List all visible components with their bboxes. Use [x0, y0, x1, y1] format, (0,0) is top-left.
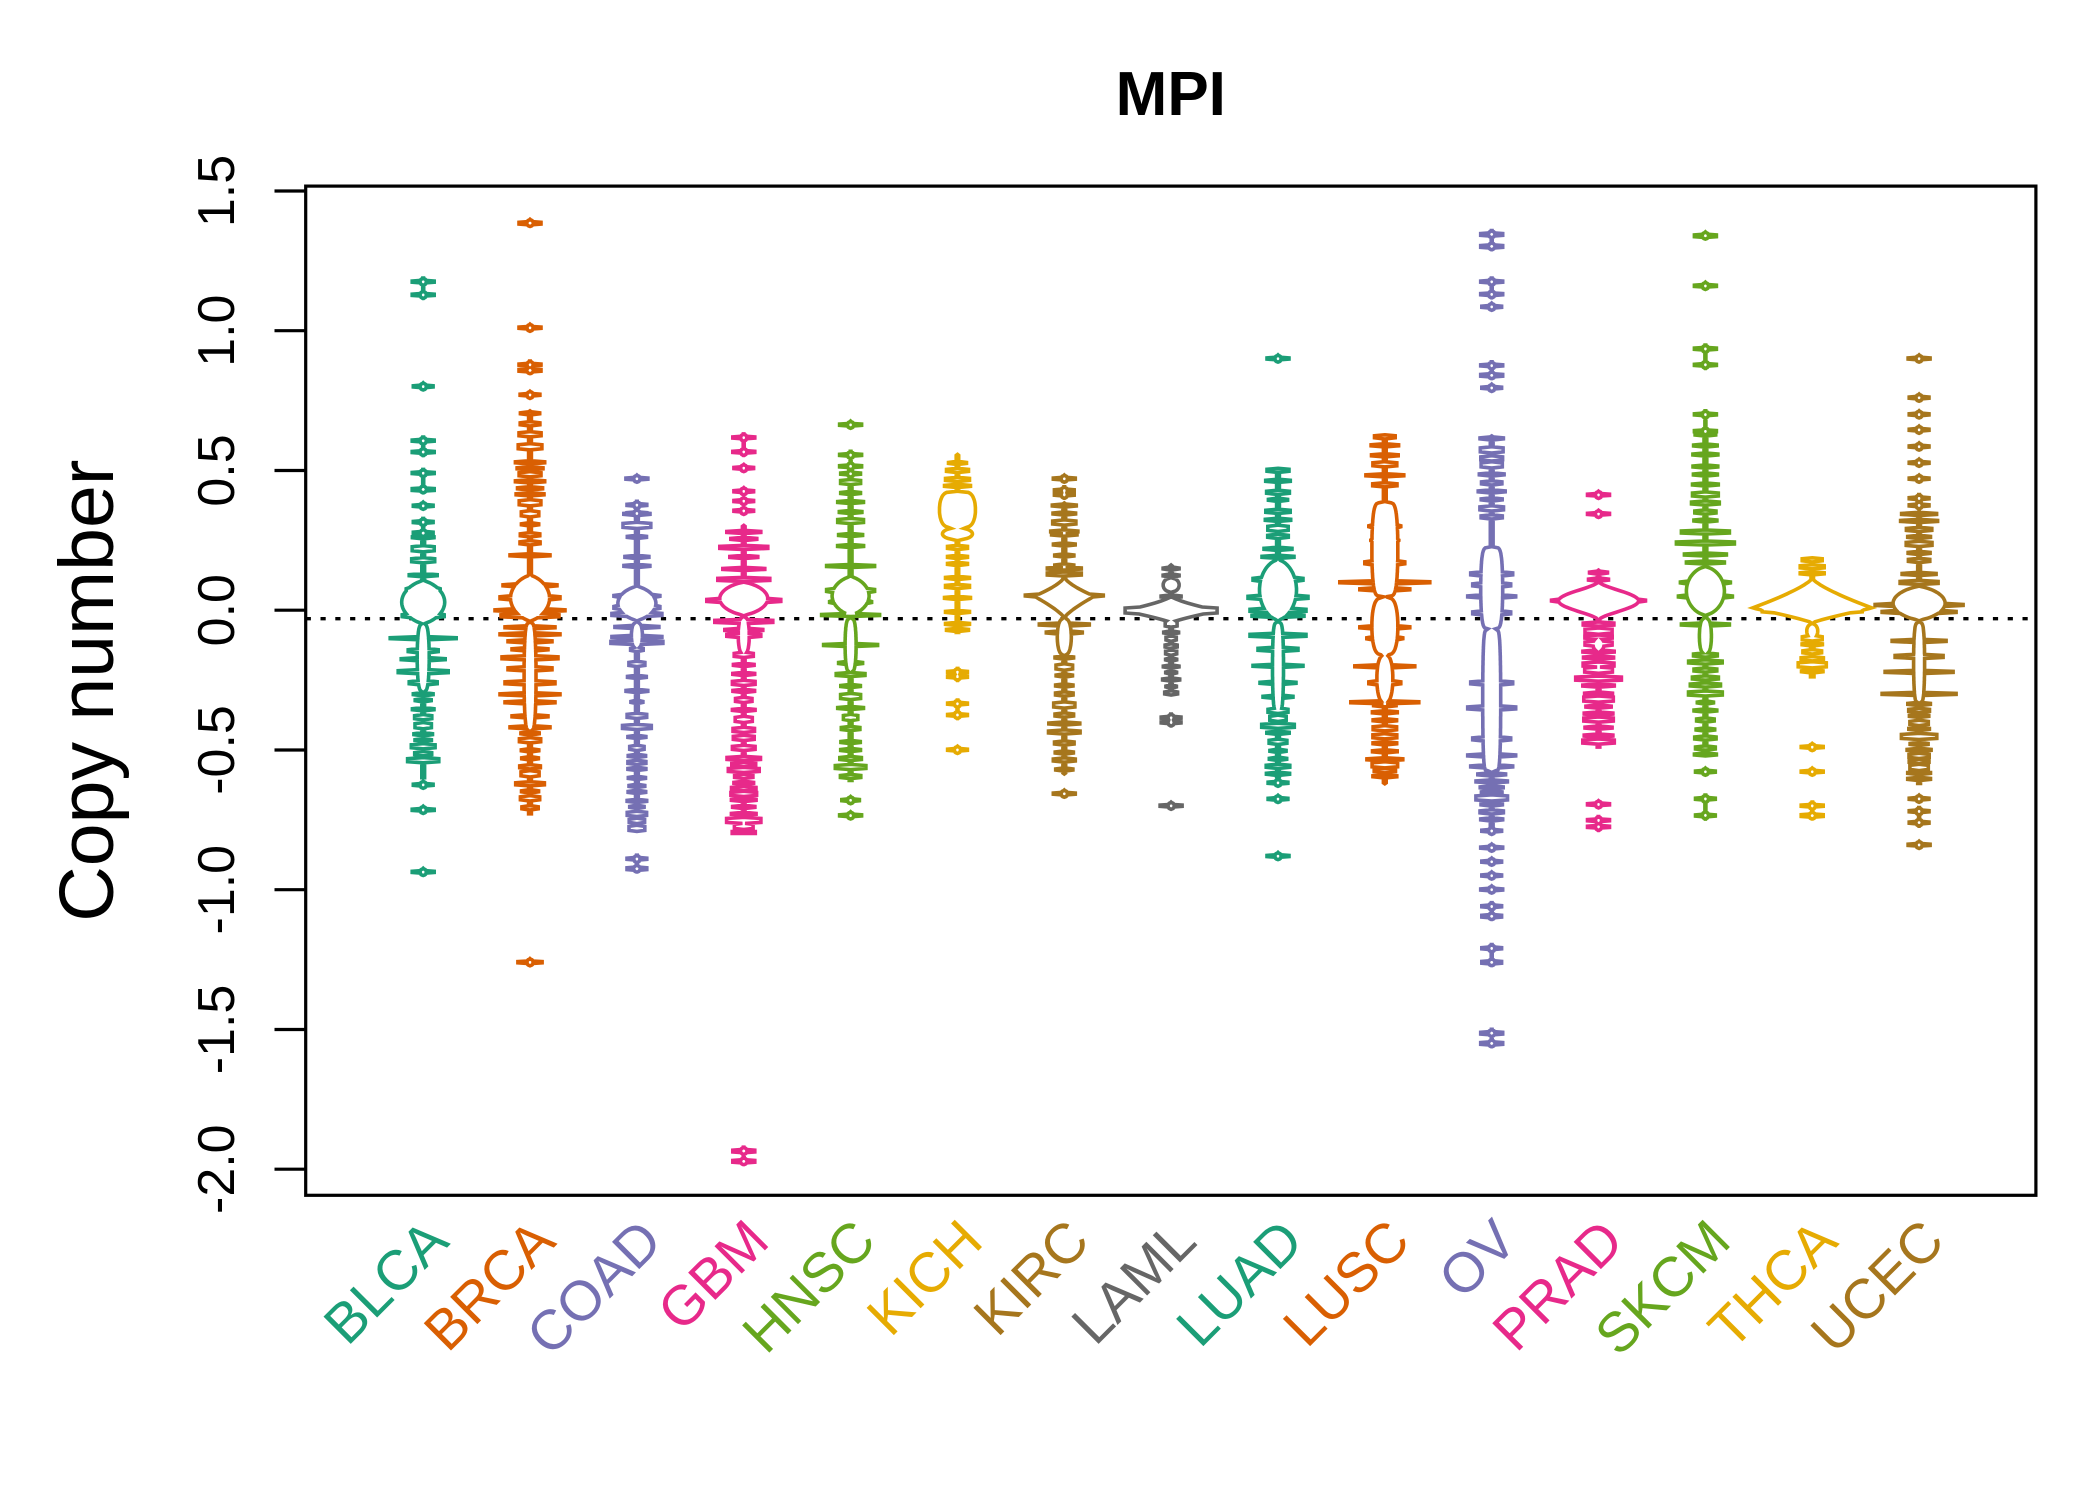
- svg-text:-2.0: -2.0: [188, 1124, 246, 1214]
- svg-text:0.5: 0.5: [188, 434, 246, 506]
- svg-text:-0.5: -0.5: [188, 705, 246, 795]
- svg-text:-1.0: -1.0: [188, 845, 246, 935]
- svg-text:-1.5: -1.5: [188, 985, 246, 1075]
- svg-text:Copy number: Copy number: [44, 460, 130, 922]
- svg-text:1.0: 1.0: [188, 295, 246, 367]
- svg-text:0.0: 0.0: [188, 574, 246, 646]
- svg-text:MPI: MPI: [1116, 60, 1226, 129]
- svg-text:1.5: 1.5: [188, 155, 246, 227]
